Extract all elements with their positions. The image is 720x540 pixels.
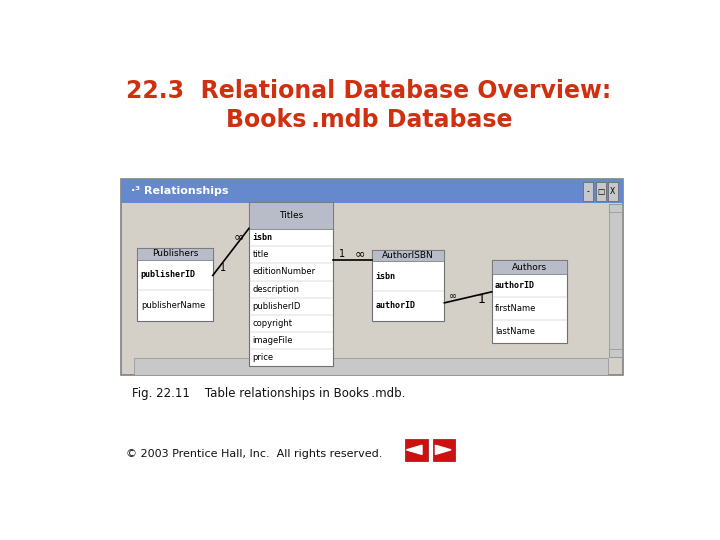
Text: ·³ Relationships: ·³ Relationships [131,186,228,196]
Text: 1: 1 [220,263,226,273]
Text: □: □ [597,187,604,195]
FancyBboxPatch shape [372,250,444,321]
Text: Authors: Authors [512,262,547,272]
Text: ∞: ∞ [354,247,365,260]
FancyBboxPatch shape [433,439,456,461]
Text: description: description [253,285,300,294]
Text: isbn: isbn [253,233,272,242]
FancyBboxPatch shape [610,204,622,357]
FancyBboxPatch shape [595,181,606,201]
Text: ∞: ∞ [234,230,244,243]
FancyBboxPatch shape [121,179,623,375]
Text: 1: 1 [478,293,486,306]
FancyBboxPatch shape [249,202,333,229]
Text: firstName: firstName [495,304,536,313]
FancyBboxPatch shape [492,260,567,343]
Text: Publishers: Publishers [152,249,198,258]
Text: 1: 1 [338,249,345,259]
Text: copyright: copyright [253,319,292,328]
FancyBboxPatch shape [583,181,593,201]
FancyBboxPatch shape [608,181,618,201]
Text: lastName: lastName [495,327,535,336]
Text: AuthorISBN: AuthorISBN [382,251,434,260]
FancyBboxPatch shape [492,260,567,274]
FancyBboxPatch shape [610,204,622,212]
Text: title: title [253,251,269,259]
Text: X: X [611,187,616,195]
Text: © 2003 Prentice Hall, Inc.  All rights reserved.: © 2003 Prentice Hall, Inc. All rights re… [126,449,382,460]
FancyBboxPatch shape [405,439,428,461]
Polygon shape [406,446,422,454]
Text: imageFile: imageFile [253,336,293,345]
FancyBboxPatch shape [121,179,623,203]
Text: Books .mdb Database: Books .mdb Database [226,109,512,132]
Text: Titles: Titles [279,211,303,220]
Text: publisherName: publisherName [141,301,205,310]
FancyBboxPatch shape [372,250,444,261]
Polygon shape [436,446,451,454]
Text: authorID: authorID [495,281,535,290]
Text: isbn: isbn [375,272,395,281]
FancyBboxPatch shape [610,349,622,357]
FancyBboxPatch shape [249,202,333,366]
Text: Fig. 22.11    Table relationships in Books .mdb.: Fig. 22.11 Table relationships in Books … [132,387,405,400]
FancyBboxPatch shape [138,248,213,321]
Text: authorID: authorID [375,301,415,310]
Text: editionNumber: editionNumber [253,267,315,276]
FancyBboxPatch shape [138,248,213,260]
Text: price: price [253,353,274,362]
Text: publisherID: publisherID [141,271,196,279]
Text: -: - [587,187,590,195]
Text: publisherID: publisherID [253,302,301,310]
Text: 22.3  Relational Database Overview:: 22.3 Relational Database Overview: [127,79,611,103]
FancyBboxPatch shape [134,358,608,375]
Text: ∞: ∞ [449,291,457,301]
